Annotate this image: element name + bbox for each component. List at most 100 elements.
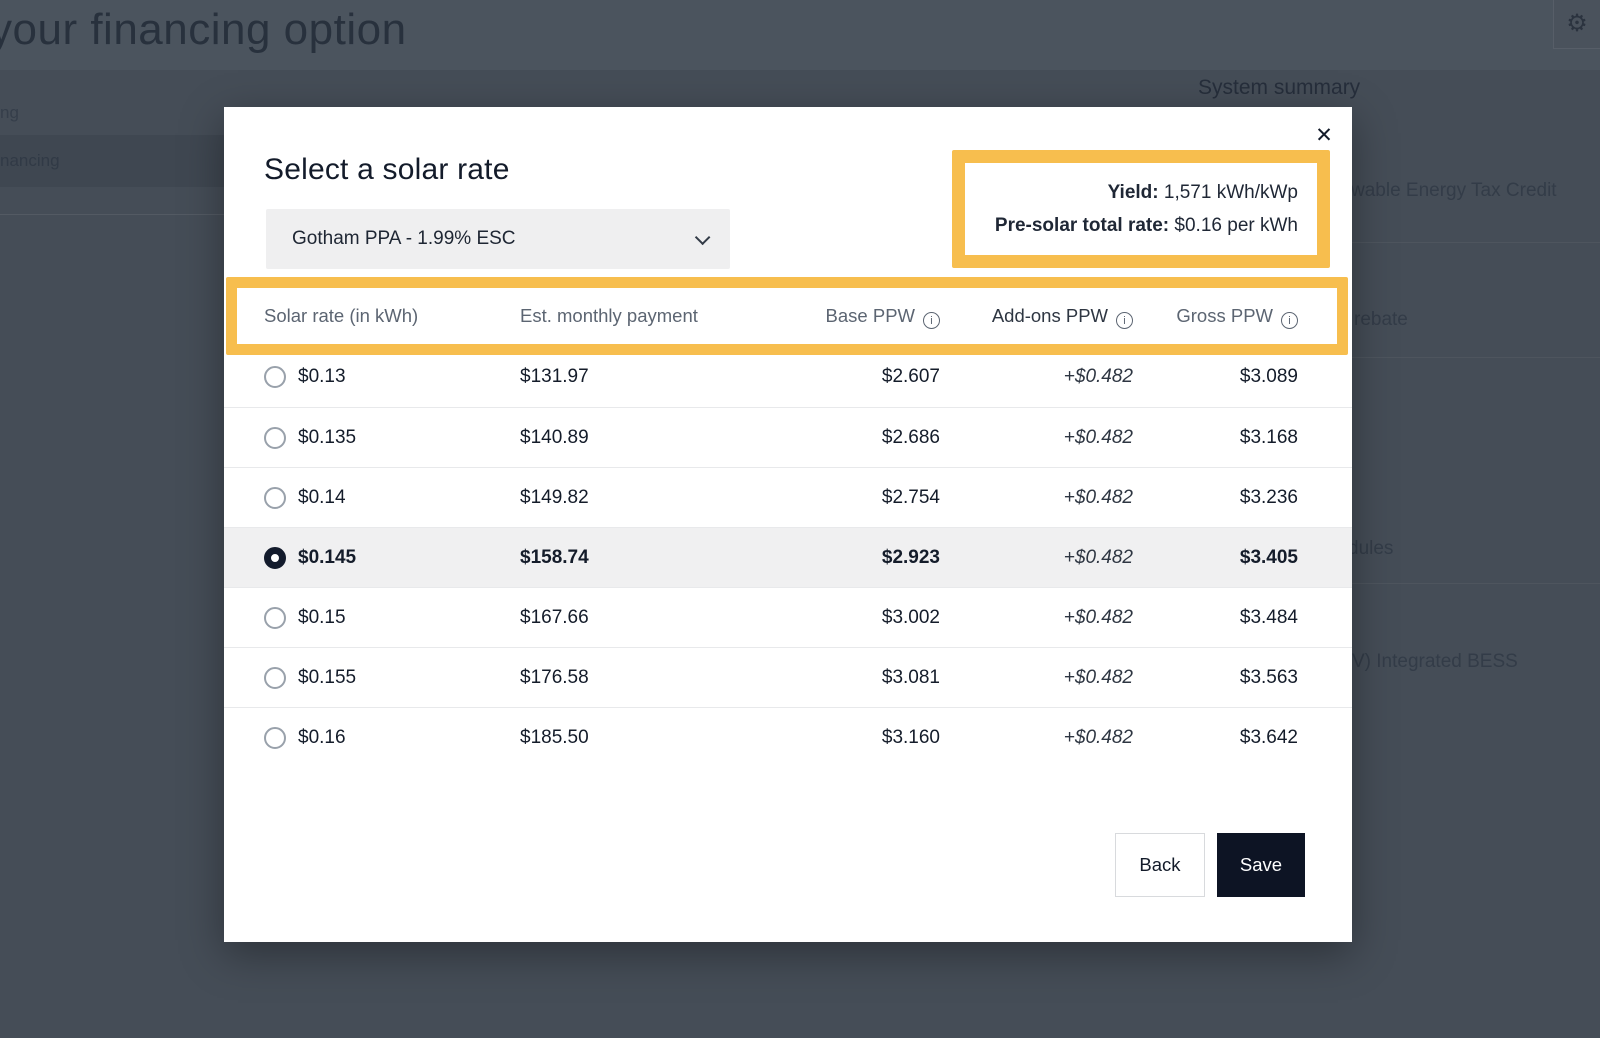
yield-line: Yield: 1,571 kWh/kWp xyxy=(1108,182,1298,204)
radio-icon[interactable] xyxy=(264,606,286,629)
base-ppw-value: $2.754 xyxy=(881,486,940,508)
yield-value: 1,571 kWh/kWp xyxy=(1163,181,1298,203)
backdrop-heading-fragment: ng xyxy=(0,103,19,122)
gear-icon: ⚙ xyxy=(1566,10,1588,37)
system-summary-title: System summary xyxy=(1198,76,1361,99)
rate-table-body: $0.13 $131.97 $2.607 +$0.482 $3.089 $0.135 $14… xyxy=(224,347,1352,767)
rate-cell: $0.155 xyxy=(264,666,520,689)
radio-icon[interactable] xyxy=(264,366,286,388)
gross-ppw-value: $3.168 xyxy=(1239,426,1298,448)
header-monthly-payment: Est. monthly payment xyxy=(520,305,698,326)
system-summary-item-tax-credit: wable Energy Tax Credit xyxy=(1351,180,1557,201)
radio-icon[interactable] xyxy=(264,486,286,509)
gross-ppw-value: $3.236 xyxy=(1239,486,1298,508)
pre-solar-rate-line: Pre-solar total rate: $0.16 per kWh xyxy=(995,215,1298,237)
solar-rate-value: $0.13 xyxy=(298,366,346,387)
system-summary-item-rebate: rebate xyxy=(1354,309,1408,330)
monthly-payment-value: $140.89 xyxy=(520,426,589,448)
dropdown-selected-value: Gotham PPA - 1.99% ESC xyxy=(292,228,516,249)
addons-ppw-value: +$0.482 xyxy=(1063,426,1133,448)
addons-ppw-value: +$0.482 xyxy=(1063,666,1133,688)
monthly-payment-value: $131.97 xyxy=(520,366,589,387)
solar-rate-value: $0.145 xyxy=(298,546,357,568)
header-addons-ppw: Add-ons PPW i xyxy=(940,304,1133,330)
header-gross-ppw: Gross PPW i xyxy=(1133,304,1298,330)
rate-cell: $0.145 xyxy=(264,546,520,569)
system-summary-divider xyxy=(1351,242,1600,243)
modal-footer-buttons: Back Save xyxy=(1115,833,1305,897)
addons-ppw-value: +$0.482 xyxy=(1063,486,1133,508)
rate-cell: $0.13 xyxy=(264,366,520,388)
addons-ppw-value: +$0.482 xyxy=(1063,366,1133,387)
monthly-payment-value: $167.66 xyxy=(520,606,589,628)
base-ppw-value: $3.160 xyxy=(881,726,940,748)
gross-ppw-value: $3.642 xyxy=(1239,726,1298,748)
save-button[interactable]: Save xyxy=(1217,833,1305,897)
solar-rate-value: $0.15 xyxy=(298,606,346,628)
monthly-payment-value: $176.58 xyxy=(520,666,589,688)
solar-rate-value: $0.16 xyxy=(298,726,346,748)
system-summary-item-modules: dules xyxy=(1348,538,1394,559)
gross-ppw-value: $3.089 xyxy=(1239,366,1298,387)
pre-solar-rate-label: Pre-solar total rate: xyxy=(994,214,1170,236)
select-solar-rate-modal: ✕ Select a solar rate Gotham PPA - 1.99%… xyxy=(224,107,1352,942)
solar-rate-plan-dropdown[interactable]: Gotham PPA - 1.99% ESC xyxy=(266,209,730,269)
rate-row-0.13[interactable]: $0.13 $131.97 $2.607 +$0.482 $3.089 xyxy=(224,347,1352,407)
solar-rate-value: $0.155 xyxy=(298,666,357,688)
rate-row-0.135[interactable]: $0.135 $140.89 $2.686 +$0.482 $3.168 xyxy=(224,407,1352,467)
base-ppw-value: $3.081 xyxy=(881,666,940,688)
addons-ppw-value: +$0.482 xyxy=(1063,726,1133,748)
addons-ppw-value: +$0.482 xyxy=(1063,606,1133,628)
header-base-ppw: Base PPW i xyxy=(750,304,940,330)
rate-row-0.14[interactable]: $0.14 $149.82 $2.754 +$0.482 $3.236 xyxy=(224,467,1352,527)
gross-ppw-value: $3.405 xyxy=(1239,546,1298,568)
system-summary-divider xyxy=(1351,583,1600,584)
close-icon[interactable]: ✕ xyxy=(1315,123,1333,147)
rate-cell: $0.14 xyxy=(264,486,520,509)
base-ppw-value: $2.923 xyxy=(881,546,940,568)
rate-row-0.155[interactable]: $0.155 $176.58 $3.081 +$0.482 $3.563 xyxy=(224,647,1352,707)
radio-icon[interactable] xyxy=(264,666,286,689)
base-ppw-value: $2.607 xyxy=(881,366,940,387)
monthly-payment-value: $149.82 xyxy=(520,486,589,508)
rate-cell: $0.15 xyxy=(264,606,520,629)
base-ppw-value: $2.686 xyxy=(881,426,940,448)
backdrop-selected-financing-label: nancing xyxy=(0,151,60,170)
monthly-payment-value: $158.74 xyxy=(520,546,589,568)
header-gross-ppw-label: Gross PPW xyxy=(1176,304,1273,326)
rate-row-0.145[interactable]: $0.145 $158.74 $2.923 +$0.482 $3.405 xyxy=(224,527,1352,587)
radio-icon[interactable] xyxy=(264,726,286,749)
yield-info-highlight: Yield: 1,571 kWh/kWp Pre-solar total rat… xyxy=(952,150,1330,268)
table-header-row: Solar rate (in kWh) Est. monthly payment… xyxy=(237,288,1337,344)
page-title: your financing option xyxy=(0,5,407,54)
solar-rate-value: $0.135 xyxy=(298,426,357,448)
settings-button[interactable]: ⚙ xyxy=(1553,0,1600,49)
backdrop-divider xyxy=(0,214,224,215)
info-icon[interactable]: i xyxy=(1281,312,1298,330)
info-icon[interactable]: i xyxy=(1116,312,1133,330)
rate-row-0.15[interactable]: $0.15 $167.66 $3.002 +$0.482 $3.484 xyxy=(224,587,1352,647)
yield-label: Yield: xyxy=(1107,181,1159,203)
rate-cell: $0.16 xyxy=(264,726,520,749)
info-icon[interactable]: i xyxy=(923,312,940,330)
header-addons-ppw-label: Add-ons PPW xyxy=(991,304,1108,326)
system-summary-divider xyxy=(1351,357,1600,358)
back-button[interactable]: Back xyxy=(1115,833,1205,897)
monthly-payment-value: $185.50 xyxy=(520,726,589,748)
header-solar-rate: Solar rate (in kWh) xyxy=(264,305,419,326)
pre-solar-rate-value: $0.16 per kWh xyxy=(1174,214,1298,236)
gross-ppw-value: $3.484 xyxy=(1239,606,1298,628)
base-ppw-value: $3.002 xyxy=(881,606,940,628)
backdrop-header-band xyxy=(0,0,1600,70)
rate-row-0.16[interactable]: $0.16 $185.50 $3.160 +$0.482 $3.642 xyxy=(224,707,1352,767)
radio-icon[interactable] xyxy=(264,426,286,449)
radio-selected-icon[interactable] xyxy=(264,546,286,569)
modal-title: Select a solar rate xyxy=(264,153,510,186)
rate-cell: $0.135 xyxy=(264,426,520,449)
header-base-ppw-label: Base PPW xyxy=(825,304,915,326)
table-header-highlight: Solar rate (in kWh) Est. monthly payment… xyxy=(226,277,1348,355)
gross-ppw-value: $3.563 xyxy=(1239,666,1298,688)
chevron-down-icon xyxy=(694,229,711,245)
addons-ppw-value: +$0.482 xyxy=(1063,546,1133,568)
solar-rate-value: $0.14 xyxy=(298,486,346,508)
